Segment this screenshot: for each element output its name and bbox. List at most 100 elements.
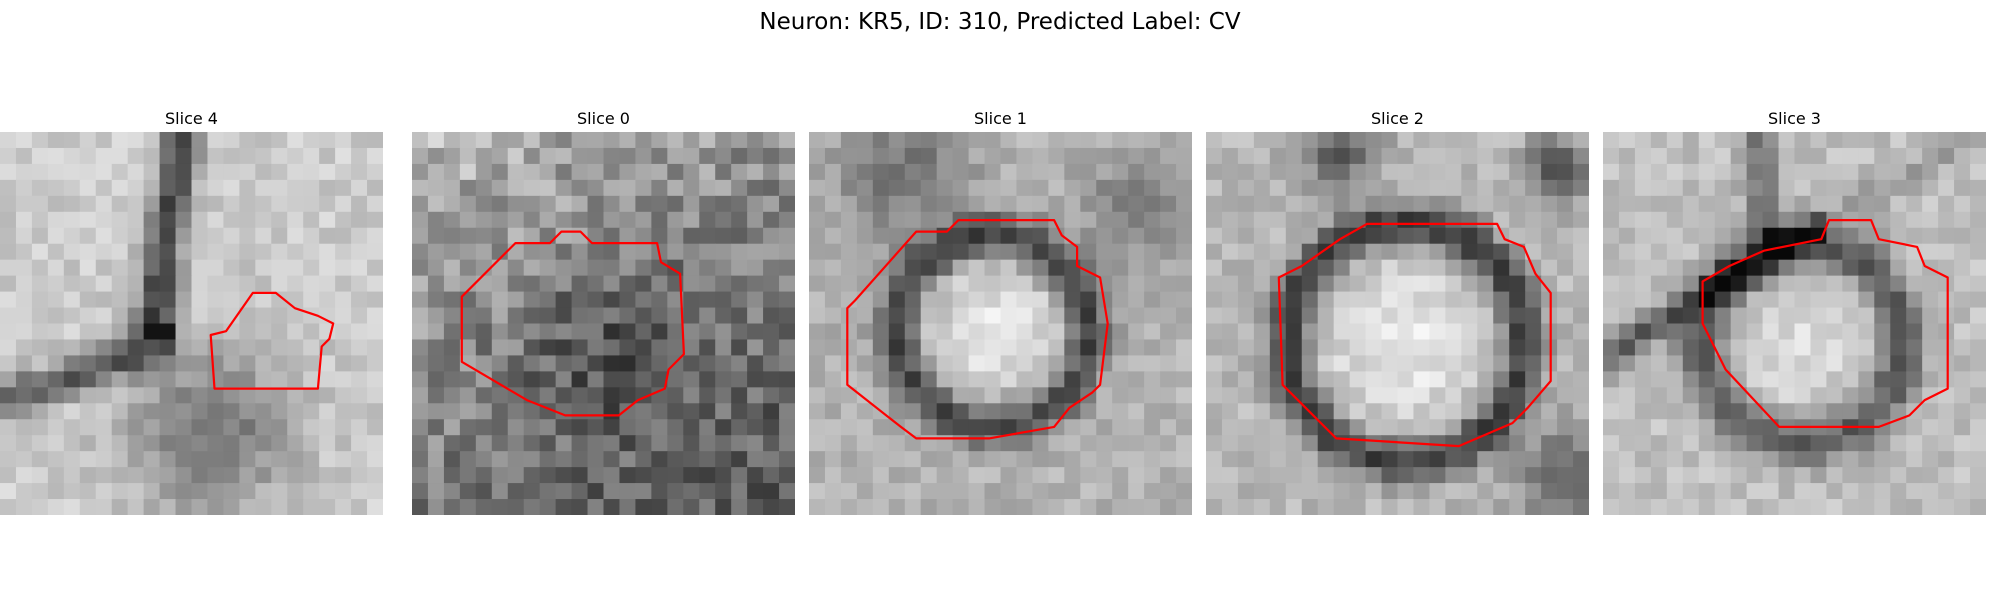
pixel-cell	[1778, 483, 1796, 500]
pixel-cell	[1461, 355, 1478, 372]
pixel-cell	[1603, 371, 1620, 388]
pixel-cell	[1810, 323, 1828, 341]
pixel-cell	[1618, 403, 1636, 420]
pixel-cell	[239, 467, 256, 484]
pixel-cell	[904, 339, 922, 357]
pixel-cell	[459, 132, 477, 149]
pixel-cell	[412, 211, 429, 229]
pixel-cell	[1080, 371, 1097, 388]
pixel-cell	[1890, 147, 1907, 165]
pixel-cell	[1128, 371, 1145, 388]
pixel-cell	[47, 419, 65, 436]
pixel-cell	[1650, 291, 1668, 309]
pixel-cell	[715, 132, 732, 149]
pixel-cell	[507, 275, 525, 293]
pixel-cell	[1922, 435, 1939, 452]
pixel-cell	[15, 499, 33, 515]
pixel-cell	[175, 163, 193, 181]
pixel-cell	[904, 275, 922, 293]
pixel-cell	[809, 323, 826, 341]
pixel-cell	[1858, 163, 1875, 181]
pixel-cell	[1746, 403, 1764, 420]
pixel-cell	[1160, 307, 1177, 325]
pixel-cell	[920, 275, 938, 293]
pixel-cell	[255, 371, 272, 388]
pixel-cell	[920, 403, 938, 420]
pixel-cell	[127, 179, 145, 197]
pixel-cell	[271, 163, 288, 181]
pixel-cell	[1477, 323, 1494, 341]
pixel-cell	[1301, 467, 1319, 484]
pixel-cell	[1176, 451, 1192, 468]
pixel-cell	[143, 243, 161, 261]
pixel-cell	[191, 435, 209, 452]
pixel-cell	[1477, 403, 1494, 420]
pixel-cell	[1954, 483, 1971, 500]
pixel-cell	[79, 451, 97, 468]
pixel-cell	[1970, 179, 1986, 197]
pixel-cell	[1429, 243, 1446, 261]
pixel-cell	[79, 227, 97, 245]
pixel-cell	[159, 355, 177, 372]
pixel-cell	[1541, 355, 1558, 372]
pixel-cell	[968, 371, 986, 388]
pixel-cell	[1810, 339, 1828, 357]
pixel-cell	[1603, 323, 1620, 341]
pixel-cell	[1064, 435, 1081, 452]
pixel-cell	[763, 275, 780, 293]
pixel-cell	[1603, 499, 1620, 515]
pixel-cell	[603, 499, 621, 515]
pixel-cell	[1906, 275, 1923, 293]
pixel-cell	[1381, 179, 1399, 197]
pixel-cell	[952, 163, 970, 181]
pixel-cell	[427, 403, 445, 420]
pixel-cell	[699, 419, 716, 436]
pixel-cell	[459, 227, 477, 245]
pixel-cell	[1397, 403, 1415, 420]
pixel-cell	[523, 451, 541, 468]
pixel-cell	[1144, 419, 1161, 436]
pixel-cell	[1634, 291, 1652, 309]
pixel-cell	[1000, 291, 1018, 309]
pixel-cell	[872, 387, 890, 404]
pixel-cell	[1826, 371, 1843, 388]
pixel-cell	[63, 179, 81, 197]
pixel-cell	[1858, 387, 1875, 404]
pixel-cell	[1317, 323, 1335, 341]
pixel-cell	[443, 195, 461, 213]
segmentation-contour	[209, 291, 335, 390]
pixel-cell	[319, 307, 336, 325]
pixel-cell	[1221, 499, 1239, 515]
pixel-cell	[111, 259, 129, 277]
pixel-cell	[635, 147, 652, 165]
pixel-cell	[539, 483, 557, 500]
pixel-cell	[15, 323, 33, 341]
pixel-cell	[587, 339, 605, 357]
pixel-cell	[127, 403, 145, 420]
pixel-cell	[367, 163, 383, 181]
pixel-cell	[303, 499, 320, 515]
pixel-cell	[1650, 483, 1668, 500]
pixel-cell	[287, 259, 304, 277]
pixel-cell	[1778, 403, 1796, 420]
pixel-cell	[699, 467, 716, 484]
pixel-cell	[1112, 163, 1129, 181]
pixel-cell	[1096, 227, 1113, 245]
pixel-cell	[1477, 275, 1494, 293]
pixel-cell	[856, 211, 874, 229]
pixel-cell	[523, 227, 541, 245]
pixel-cell	[1525, 243, 1542, 261]
pixel-cell	[747, 403, 764, 420]
pixel-cell	[1397, 243, 1415, 261]
pixel-cell	[475, 451, 493, 468]
pixel-cell	[159, 211, 177, 229]
pixel-cell	[809, 339, 826, 357]
pixel-cell	[1349, 371, 1367, 388]
pixel-cell	[1730, 403, 1748, 420]
pixel-cell	[1954, 195, 1971, 213]
pixel-cell	[1253, 387, 1271, 404]
pixel-cell	[1221, 163, 1239, 181]
pixel-cell	[779, 467, 795, 484]
pixel-cell	[475, 483, 493, 500]
pixel-cell	[1365, 211, 1383, 229]
